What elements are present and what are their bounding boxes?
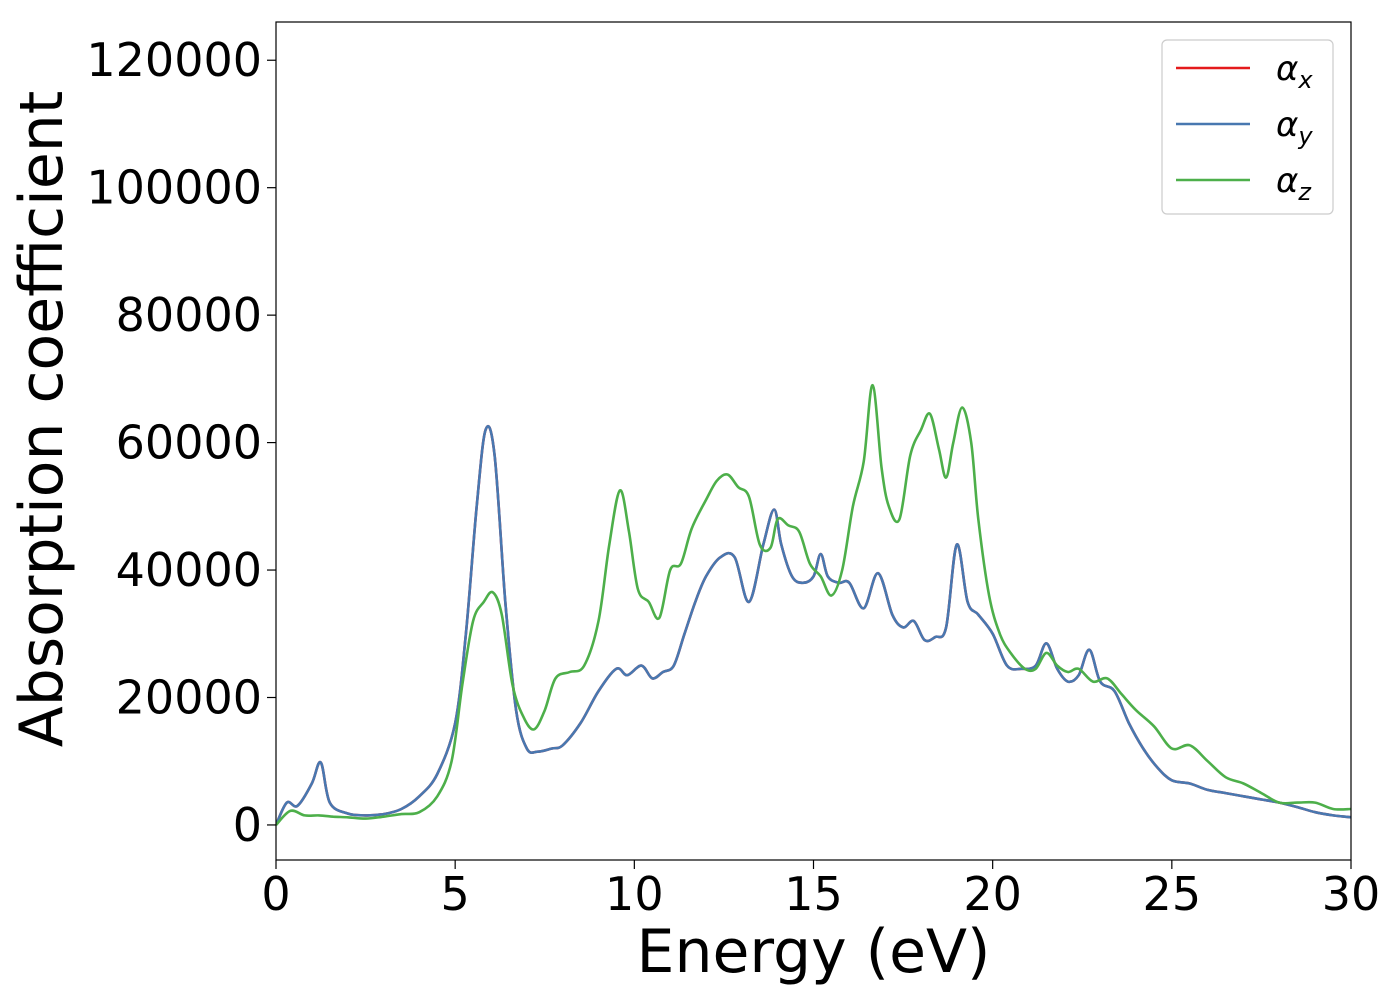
y-tick-label: 80000 <box>116 288 262 342</box>
x-tick-label: 0 <box>261 867 290 921</box>
y-tick-label: 60000 <box>116 416 262 470</box>
y-tick-label: 20000 <box>116 670 262 724</box>
legend-box <box>1161 39 1334 215</box>
legend-label-z: αz <box>1276 161 1312 206</box>
y-tick-label: 120000 <box>86 33 262 87</box>
series-line-z <box>276 383 1351 826</box>
legend-label-x: αx <box>1276 49 1313 94</box>
x-axis: 0 5 10 15 20 25 30 <box>261 860 1380 921</box>
y-tick-label: 100000 <box>86 161 262 215</box>
legend-label-y: αy <box>1276 105 1313 150</box>
series-layer <box>276 383 1351 826</box>
x-tick-label: 10 <box>605 867 664 921</box>
x-tick-label: 30 <box>1322 867 1381 921</box>
y-axis: 0 20000 40000 60000 80000 100000 120000 <box>86 33 276 852</box>
y-axis-title: Absorption coefficient <box>7 91 77 748</box>
y-tick-label: 0 <box>233 798 262 852</box>
y-tick-label: 40000 <box>116 543 262 597</box>
x-tick-label: 15 <box>784 867 843 921</box>
x-axis-title: Energy (eV) <box>637 917 991 987</box>
x-tick-label: 25 <box>1143 867 1202 921</box>
x-tick-label: 20 <box>963 867 1022 921</box>
x-tick-label: 5 <box>441 867 470 921</box>
series-line-y <box>276 424 1351 826</box>
legend: αx αy αz <box>1161 39 1334 215</box>
